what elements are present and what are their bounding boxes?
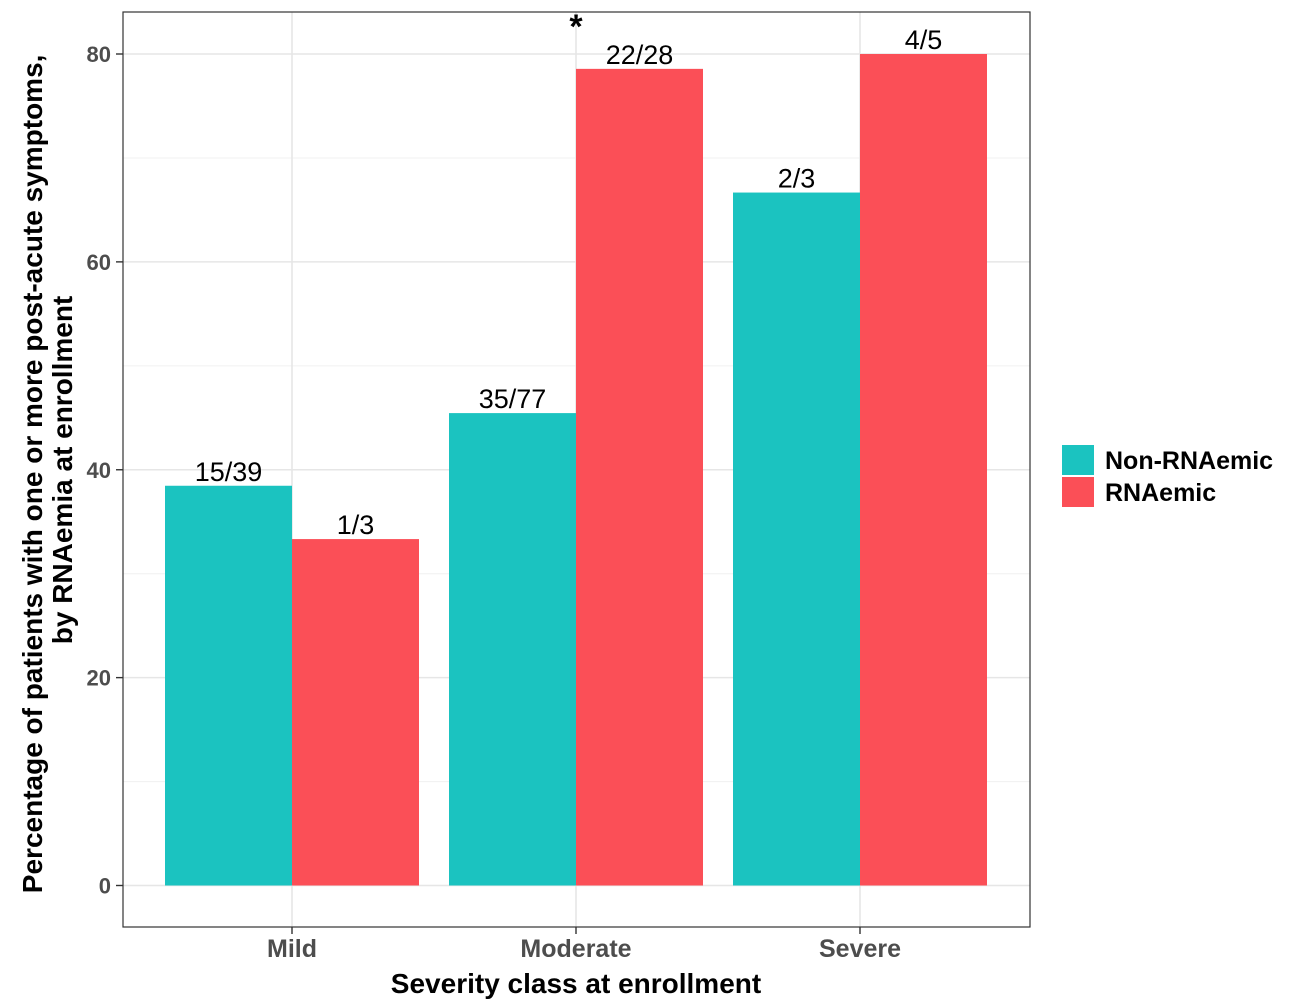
bar — [165, 485, 292, 886]
data-labels-layer: 15/39 1/3 35/77 22/28 2/3 4/5 * — [195, 8, 943, 540]
legend: Non-RNAemic RNAemic — [1062, 445, 1273, 507]
axes-layer: 0 20 40 60 80 Mild Moderate Severe — [87, 42, 902, 963]
y-tick-label: 40 — [87, 458, 111, 483]
bar-data-label: 35/77 — [479, 384, 547, 414]
bar — [292, 539, 419, 886]
bar-data-label: 2/3 — [778, 164, 816, 194]
bar — [733, 192, 860, 886]
bar-data-label: 4/5 — [905, 25, 943, 55]
significance-star: * — [569, 8, 583, 46]
legend-swatch — [1062, 477, 1094, 507]
legend-label: RNAemic — [1105, 479, 1216, 507]
y-tick-label: 80 — [87, 42, 111, 67]
legend-label: Non-RNAemic — [1105, 447, 1273, 475]
y-tick-label: 0 — [99, 874, 111, 899]
bar — [576, 68, 703, 886]
bars-layer — [165, 54, 987, 886]
y-tick-label: 20 — [87, 666, 111, 691]
x-tick-label: Moderate — [520, 935, 631, 963]
bar — [860, 54, 987, 886]
bar-data-label: 22/28 — [606, 40, 674, 70]
bar-data-label: 15/39 — [195, 457, 263, 487]
y-axis-title-line-1: Percentage of patients with one or more … — [17, 55, 48, 894]
bar — [449, 413, 576, 886]
y-axis-title: Percentage of patients with one or more … — [17, 47, 78, 893]
bar-data-label: 1/3 — [337, 510, 375, 540]
y-axis-title-line-2: by RNAemia at enrollment — [47, 296, 78, 645]
y-tick-label: 60 — [87, 250, 111, 275]
x-tick-label: Mild — [267, 935, 317, 963]
legend-swatch — [1062, 445, 1094, 475]
x-axis-title: Severity class at enrollment — [391, 968, 761, 999]
x-tick-label: Severe — [819, 935, 901, 963]
